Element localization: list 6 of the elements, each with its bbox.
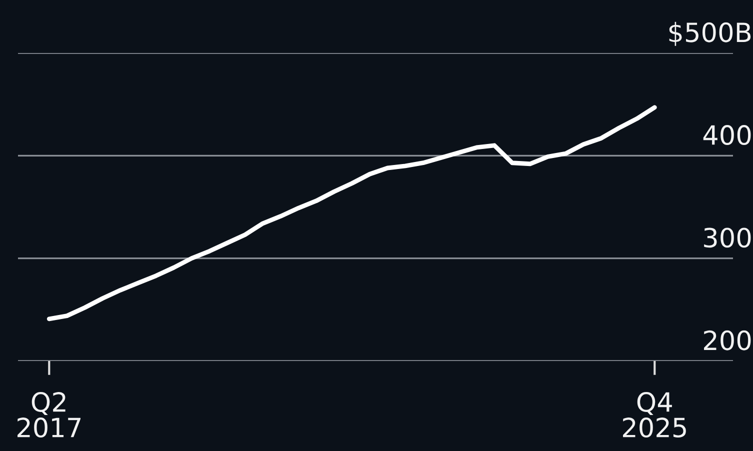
x-tick-label: Q2 2017 xyxy=(18,392,80,438)
x-tick-label: Q4 2025 xyxy=(623,392,686,438)
y-tick-label: 300 xyxy=(704,228,751,248)
y-tick-label: 200 xyxy=(704,330,751,350)
y-tick-label: $500B xyxy=(669,22,751,46)
y-tick-label: 400 xyxy=(703,125,751,145)
